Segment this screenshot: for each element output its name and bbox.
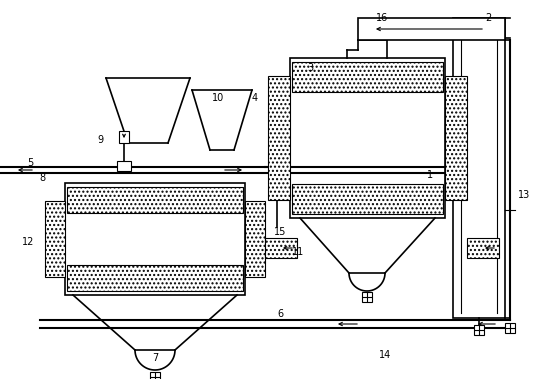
Text: 4: 4 bbox=[252, 93, 258, 103]
Bar bbox=[292, 184, 443, 214]
Text: 9: 9 bbox=[97, 135, 103, 145]
Bar bbox=[67, 187, 243, 213]
Text: 6: 6 bbox=[277, 309, 283, 319]
Bar bbox=[245, 201, 265, 277]
Text: 10: 10 bbox=[212, 93, 224, 103]
Bar bbox=[268, 76, 290, 200]
Bar bbox=[358, 18, 505, 40]
Bar bbox=[474, 325, 484, 335]
Bar bbox=[119, 131, 129, 143]
Bar bbox=[290, 58, 445, 218]
Bar bbox=[117, 161, 131, 171]
Text: 15: 15 bbox=[274, 227, 286, 237]
Text: 13: 13 bbox=[518, 190, 530, 200]
Text: 5: 5 bbox=[27, 158, 33, 168]
Bar bbox=[505, 323, 515, 333]
Bar bbox=[467, 238, 499, 258]
Text: 1: 1 bbox=[427, 170, 433, 180]
Text: 7: 7 bbox=[152, 353, 158, 363]
Text: 8: 8 bbox=[39, 173, 45, 183]
Bar bbox=[150, 372, 160, 379]
Text: 14: 14 bbox=[379, 350, 391, 360]
Bar bbox=[292, 62, 443, 92]
Bar bbox=[362, 292, 372, 302]
Text: 12: 12 bbox=[22, 237, 34, 247]
Bar bbox=[65, 183, 245, 295]
Bar bbox=[445, 76, 467, 200]
Text: 3: 3 bbox=[307, 63, 313, 73]
Text: 16: 16 bbox=[376, 13, 388, 23]
Bar bbox=[67, 265, 243, 291]
Text: 2: 2 bbox=[485, 13, 491, 23]
Text: 11: 11 bbox=[292, 247, 304, 257]
Bar bbox=[453, 18, 505, 318]
Bar bbox=[265, 238, 297, 258]
Bar bbox=[45, 201, 65, 277]
